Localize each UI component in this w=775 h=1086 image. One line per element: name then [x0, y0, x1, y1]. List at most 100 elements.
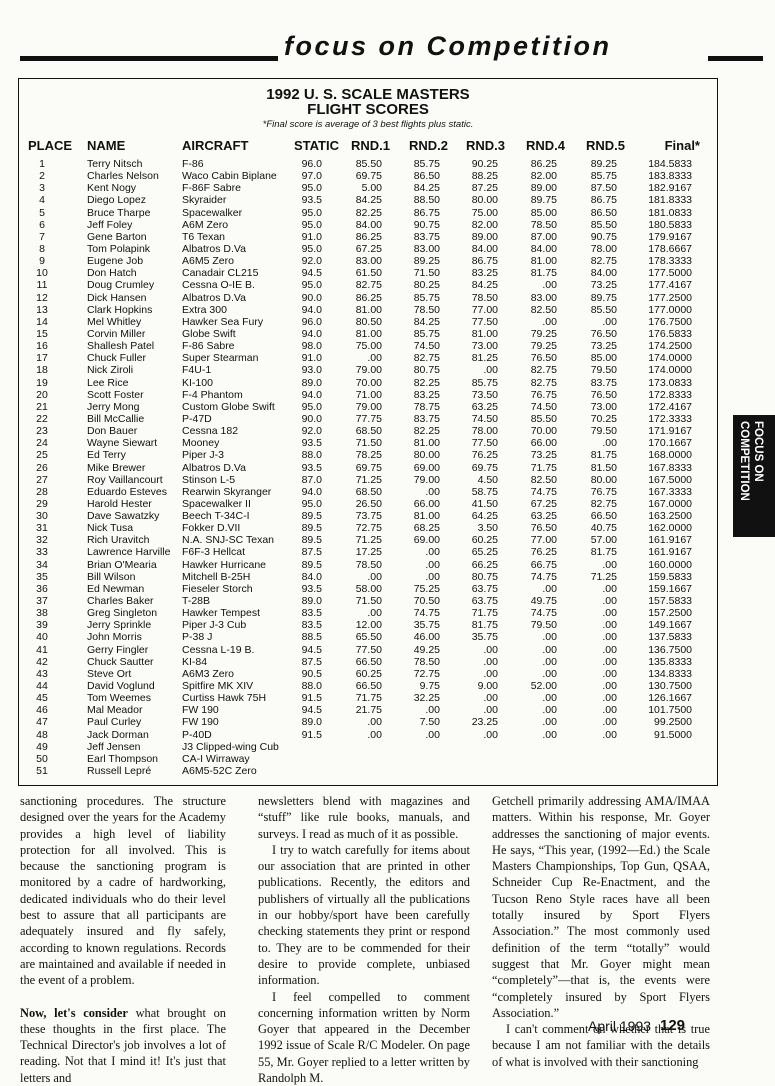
- table-cell: 79.50: [590, 364, 617, 377]
- table-cell: 172.4167: [648, 400, 692, 413]
- table-cell: 87.5: [301, 655, 322, 668]
- table-cell: A6M5 Zero: [182, 255, 234, 268]
- table-cell: .00: [542, 631, 557, 644]
- table-cell: 74.75: [530, 607, 557, 620]
- table-cell: 71.75: [471, 607, 498, 620]
- table-cell: 39: [36, 619, 48, 632]
- table-cell: 85.50: [590, 218, 617, 231]
- table-cell: 51: [36, 765, 48, 777]
- table-cell: 16: [36, 340, 48, 353]
- table-cell: Kent Nogy: [87, 182, 137, 195]
- table-cell: .00: [483, 655, 498, 668]
- table-cell: 37: [36, 595, 48, 608]
- column-header: RND.2: [408, 138, 448, 153]
- table-cell: 159.5833: [648, 570, 692, 583]
- table-cell: 94.5: [301, 267, 322, 280]
- table-cell: 41: [36, 643, 48, 656]
- table-cell: 90.75: [590, 230, 617, 243]
- table-cell: 82.75: [413, 352, 440, 365]
- table-cell: 4: [39, 194, 45, 207]
- table-cell: .00: [542, 582, 557, 595]
- table-cell: Earl Thompson: [87, 752, 159, 765]
- table-cell: 74.75: [413, 607, 440, 620]
- table-cell: Cessna O-IE B.: [182, 279, 255, 292]
- table-cell: 80.50: [355, 315, 382, 328]
- table-cell: 180.5833: [648, 218, 692, 231]
- table-cell: 82.75: [355, 279, 382, 292]
- table-cell: 9.75: [419, 680, 440, 693]
- table-cell: 67.25: [355, 242, 382, 255]
- table-cell: 171.9167: [648, 425, 692, 438]
- table-cell: 83.25: [413, 388, 440, 401]
- table-cell: 83.00: [413, 242, 440, 255]
- table-cell: 77.75: [355, 412, 382, 425]
- table-cell: 91.0: [301, 230, 322, 243]
- table-cell: 72.75: [355, 522, 382, 535]
- table-cell: F6F-3 Hellcat: [182, 546, 246, 559]
- table-cell: 12.00: [355, 619, 382, 632]
- table-cell: Bruce Tharpe: [87, 206, 151, 219]
- table-cell: 85.50: [355, 158, 382, 170]
- table-cell: .00: [602, 667, 617, 680]
- table-cell: .00: [425, 558, 440, 571]
- paragraph-text: Getchell primarily addressing AMA/IMAA m…: [492, 794, 710, 1020]
- table-cell: 60.25: [471, 534, 498, 547]
- table-cell: 167.8333: [648, 461, 692, 474]
- table-cell: 90.0: [301, 291, 322, 304]
- table-cell: 35.75: [471, 631, 498, 644]
- table-cell: .00: [602, 680, 617, 693]
- table-cell: 174.0000: [648, 352, 692, 365]
- table-cell: 71.75: [530, 461, 557, 474]
- table-cell: 87.5: [301, 546, 322, 559]
- table-cell: 21.75: [355, 704, 382, 717]
- table-cell: Bill McCallie: [87, 412, 145, 425]
- table-cell: Gerry Fingler: [87, 643, 149, 656]
- column-header: STATIC: [293, 138, 339, 153]
- table-cell: Canadair CL215: [182, 267, 259, 280]
- table-cell: 91.0: [301, 352, 322, 365]
- column-header: Final*: [664, 138, 700, 153]
- table-cell: 77.00: [530, 534, 557, 547]
- table-cell: 172.8333: [648, 388, 692, 401]
- table-cell: 178.3333: [648, 255, 692, 268]
- table-cell: 93.0: [301, 364, 322, 377]
- table-cell: F-86: [182, 158, 204, 170]
- table-cell: Charles Nelson: [87, 170, 159, 183]
- table-cell: 84.00: [590, 267, 617, 280]
- table-cell: Custom Globe Swift: [182, 400, 275, 413]
- table-cell: 50: [36, 752, 48, 765]
- table-cell: 66.50: [355, 680, 382, 693]
- table-cell: Globe Swift: [182, 327, 236, 340]
- table-cell: .00: [542, 279, 557, 292]
- table-cell: 69.00: [413, 461, 440, 474]
- table-cell: 79.00: [355, 364, 382, 377]
- table-cell: 26.50: [355, 497, 382, 510]
- table-cell: 78.75: [413, 400, 440, 413]
- column-header: AIRCRAFT: [182, 138, 249, 153]
- table-cell: 14: [36, 315, 48, 328]
- table-cell: 76.50: [590, 327, 617, 340]
- table-cell: 77.50: [471, 315, 498, 328]
- table-cell: Beech T-34C-I: [182, 510, 250, 523]
- table-cell: 85.00: [590, 352, 617, 365]
- table-cell: Rich Uravitch: [87, 534, 150, 547]
- table-cell: 93.5: [301, 461, 322, 474]
- table-cell: 94.5: [301, 643, 322, 656]
- header-rule: [20, 56, 278, 61]
- table-cell: 95.0: [301, 242, 322, 255]
- table-cell: 89.5: [301, 534, 322, 547]
- table-cell: Piper J-3: [182, 449, 225, 462]
- table-cell: 60.25: [355, 667, 382, 680]
- table-cell: Ed Newman: [87, 582, 145, 595]
- table-cell: Extra 300: [182, 303, 227, 316]
- table-cell: 168.0000: [648, 449, 692, 462]
- table-cell: 71.50: [355, 595, 382, 608]
- table-cell: Ed Terry: [87, 449, 126, 462]
- table-cell: 15: [36, 327, 48, 340]
- table-cell: 82.75: [590, 497, 617, 510]
- table-cell: 35.75: [413, 619, 440, 632]
- table-cell: 78.25: [355, 449, 382, 462]
- table-cell: 88.0: [301, 680, 322, 693]
- table-cell: 162.0000: [648, 522, 692, 535]
- table-cell: 47: [36, 716, 48, 729]
